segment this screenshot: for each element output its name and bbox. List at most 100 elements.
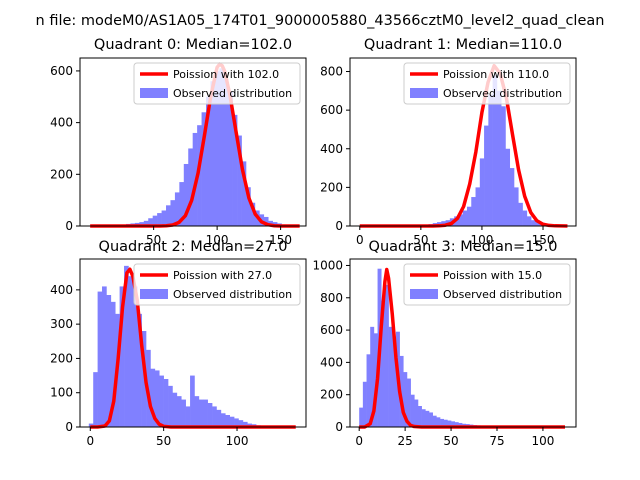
quadrant-2-legend-frame [133, 263, 301, 306]
quadrant-1-x-tick-label: 50 [413, 233, 428, 247]
quadrant-2-y-tick-label: 100 [50, 386, 73, 400]
quadrant-1-y-tick-label: 200 [320, 180, 343, 194]
quadrant-0-axes-frame [79, 57, 307, 227]
quadrant-1-x-ticks: 0 50 100 150 [356, 226, 555, 247]
quadrant-1-bar [496, 90, 502, 226]
quadrant-3-y-tick-label: 400 [320, 355, 343, 369]
quadrant-3-legend-bar-key [410, 289, 438, 299]
quadrant-0-legend-frame [133, 62, 301, 105]
quadrant-2-x-ticks: 0 50 100 [86, 427, 248, 448]
quadrant-3-bar [436, 417, 441, 427]
quadrant-3-x-tick-label: 25 [397, 434, 412, 448]
quadrant-3-bar [432, 415, 437, 427]
quadrant-3-bar [399, 355, 404, 427]
quadrant-0-x-tick-label: 50 [146, 233, 161, 247]
quadrant-0-bar [179, 182, 185, 226]
quadrant-3-bar [425, 410, 430, 427]
quadrant-3-y-tick-label: 0 [335, 420, 343, 434]
quadrant-0-bar [166, 205, 171, 226]
quadrant-1-bar [471, 197, 476, 226]
quadrant-2-y-tick-label: 0 [65, 420, 73, 434]
quadrant-3-bar [410, 394, 415, 427]
quadrant-1-bar [505, 148, 511, 226]
quadrant-2-bar [119, 286, 125, 427]
quadrant-3-x-tick-label: 100 [531, 434, 554, 448]
quadrant-3-legend-frame [403, 263, 571, 306]
quadrant-1-bar [531, 220, 536, 226]
quadrant-1-legend: Poission with 110.0 Observed distributio… [403, 62, 571, 105]
quadrant-3-bar [384, 284, 389, 427]
quadrant-2-bar [137, 313, 142, 427]
quadrant-3-title: Quadrant 3: Median=15.0 [369, 239, 558, 255]
quadrant-3-bar [458, 422, 463, 427]
quadrant-3-y-tick-label: 800 [320, 291, 343, 305]
quadrant-0-bar [148, 218, 153, 226]
quadrant-3-legend: Poission with 15.0 Observed distribution [403, 263, 571, 306]
quadrant-2-bar [198, 399, 204, 427]
quadrant-0-bar [174, 192, 180, 226]
quadrant-2-bar [220, 413, 226, 427]
quadrant-1-bar [458, 214, 463, 226]
quadrant-3-y-tick-label: 600 [320, 323, 343, 337]
quadrant-1-bars [424, 75, 562, 226]
quadrant-1-bar [514, 187, 519, 226]
quadrant-2-bar [229, 416, 235, 427]
quadrant-0-bar [246, 187, 251, 226]
quadrant-2-bar [159, 375, 164, 427]
quadrant-0-bar [237, 135, 242, 226]
quadrant-1-bar [518, 202, 523, 226]
quadrant-3-bar [388, 326, 393, 427]
quadrant-0-bar [201, 112, 207, 226]
quadrant-2-bar [185, 406, 191, 427]
quadrant-2-bar [238, 420, 244, 427]
quadrant-0-legend-bar-label: Observed distribution [173, 87, 292, 100]
quadrant-1-bar [488, 94, 493, 226]
subplot-quadrant-2: Quadrant 2: Median=27.0 0 50 100 0 100 200 30… [50, 239, 307, 448]
quadrant-2-bar [168, 385, 173, 427]
quadrant-1-bar [441, 221, 446, 226]
quadrant-2-legend-line-label: Poission with 27.0 [173, 269, 272, 282]
quadrant-2-bar [172, 392, 178, 427]
quadrant-3-axes-frame [349, 258, 577, 428]
quadrant-1-y-tick-label: 400 [320, 142, 343, 156]
quadrant-0-bar [223, 78, 229, 227]
quadrant-3-bar [440, 418, 444, 427]
quadrant-1-bar [479, 158, 485, 226]
quadrant-2-bar [194, 396, 200, 427]
quadrant-1-x-tick-label: 150 [532, 233, 555, 247]
quadrant-3-bar [406, 378, 411, 427]
quadrant-3-bar [429, 412, 433, 427]
quadrant-3-x-tick-label: 50 [443, 434, 458, 448]
quadrant-0-bar [210, 81, 216, 226]
quadrant-3-bar [370, 326, 375, 427]
quadrant-3-bar [362, 381, 367, 427]
quadrant-1-axes-frame [349, 57, 577, 227]
subplot-quadrant-3: Quadrant 3: Median=15.0 0 25 50 75 100 0 200 4… [312, 239, 577, 448]
quadrant-0-bar [183, 163, 189, 226]
quadrant-3-bar [417, 406, 422, 427]
quadrant-0-title: Quadrant 0: Median=102.0 [94, 37, 292, 53]
quadrant-0-y-tick-label: 0 [65, 219, 73, 233]
quadrant-0-bar [170, 200, 176, 226]
quadrant-1-x-tick-label: 100 [470, 233, 493, 247]
quadrant-1-bar [509, 168, 515, 226]
quadrant-2-x-tick-label: 100 [226, 434, 249, 448]
quadrant-3-bar [414, 399, 419, 427]
quadrant-0-x-tick-label: 150 [269, 233, 292, 247]
quadrant-0-y-tick-label: 600 [50, 64, 73, 78]
quadrant-0-bar [214, 70, 220, 226]
quadrant-2-bar [154, 370, 160, 427]
quadrant-3-bar [392, 336, 397, 427]
quadrant-0-bar [139, 222, 145, 226]
quadrant-1-y-tick-label: 0 [335, 219, 343, 233]
quadrant-1-bar [492, 75, 498, 226]
quadrant-0-bar [263, 216, 269, 226]
quadrant-1-bar [526, 216, 532, 226]
quadrant-3-x-ticks: 0 25 50 75 100 [355, 427, 554, 448]
quadrant-1-y-ticks: 0 200 400 600 800 [320, 65, 350, 233]
quadrant-2-bar [163, 379, 169, 427]
quadrant-3-legend-line-label: Poission with 15.0 [443, 269, 542, 282]
quadrant-3-y-ticks: 0 200 400 600 800 1000 [312, 258, 350, 434]
quadrant-2-axes-frame [79, 258, 307, 428]
quadrant-2-y-ticks: 0 100 200 300 400 [50, 283, 80, 434]
